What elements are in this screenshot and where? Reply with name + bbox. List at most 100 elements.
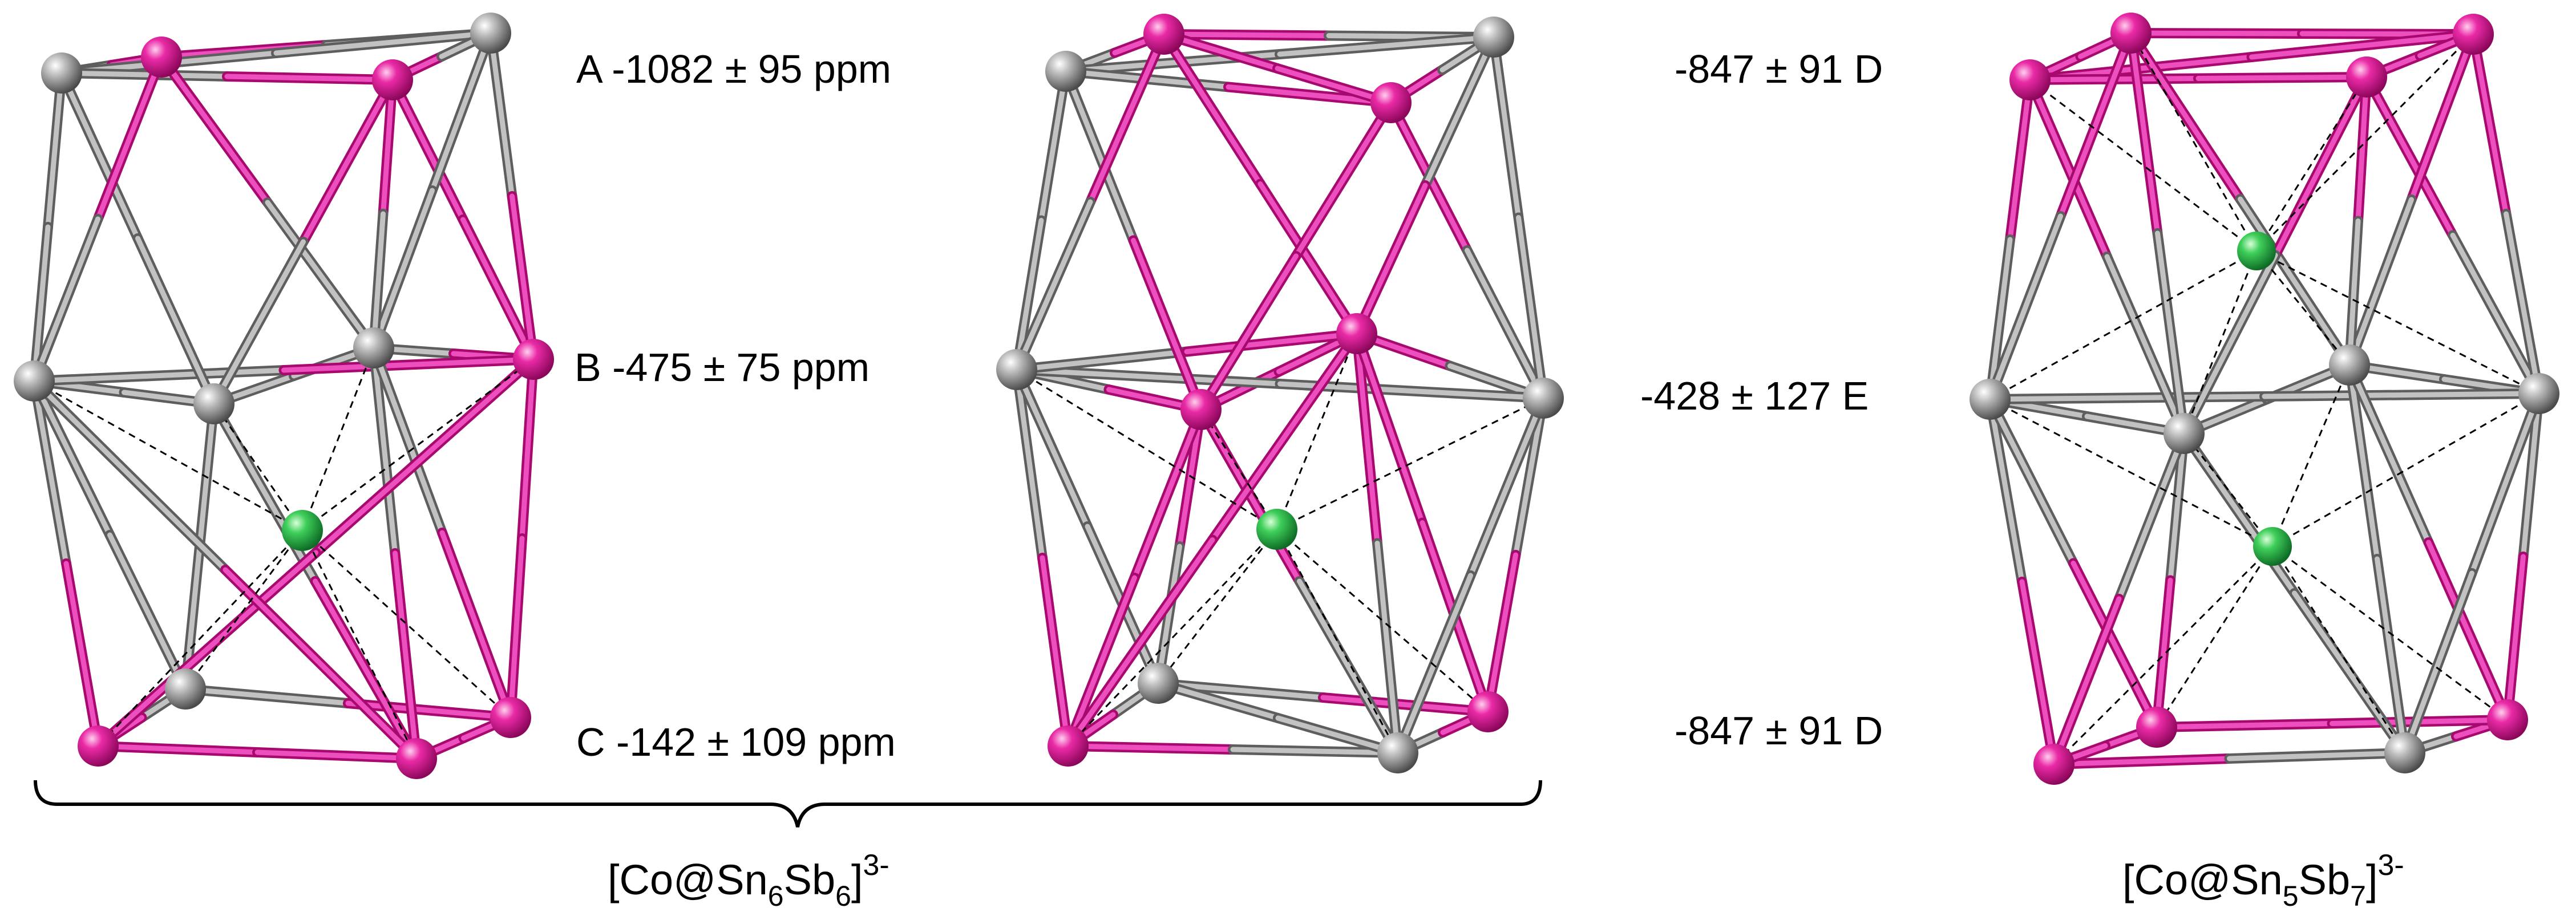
- bond-highlight: [45, 70, 64, 230]
- bond-highlight: [508, 536, 525, 720]
- bond-highlight: [1226, 84, 1394, 106]
- bond-highlight: [265, 200, 377, 351]
- bond-highlight: [1014, 367, 1045, 561]
- sb-atom: [2346, 56, 2387, 98]
- bond-highlight: [393, 550, 419, 761]
- sn-atom: [165, 668, 206, 710]
- bond-highlight: [1210, 331, 1360, 542]
- dashed-contact: [1067, 528, 1278, 747]
- bond-highlight: [1513, 395, 1546, 558]
- co-atom: [1256, 509, 1297, 550]
- bond-highlight: [95, 550, 318, 749]
- bond-highlight: [1987, 237, 2013, 402]
- dashed-contact: [2255, 33, 2474, 252]
- bond-highlight: [59, 70, 140, 241]
- bond-highlight: [1065, 743, 1236, 752]
- bond-highlight: [31, 378, 228, 573]
- sn-atom: [353, 327, 394, 368]
- dashed-contact: [1989, 250, 2257, 400]
- bond-highlight: [371, 345, 398, 556]
- bond-highlight: [1465, 248, 1546, 401]
- sn-atom: [2329, 345, 2370, 386]
- bond-highlight: [1491, 34, 1521, 220]
- bond-highlight: [2504, 211, 2542, 396]
- sn-atom: [193, 383, 234, 424]
- sn-atom: [2518, 373, 2559, 414]
- sb-atom: [78, 726, 119, 767]
- bond-highlight: [1468, 395, 1546, 578]
- bond-highlight: [31, 378, 69, 566]
- bond-highlight: [2155, 230, 2187, 436]
- bond-highlight: [2521, 391, 2542, 560]
- bond-highlight: [59, 70, 230, 79]
- sn-atom: [2163, 413, 2205, 454]
- bond-highlight: [1485, 552, 1518, 715]
- sb-atom: [1467, 691, 1509, 732]
- dashed-contact: [1989, 398, 2273, 548]
- bond-highlight: [1354, 183, 1428, 337]
- bond-highlight: [1277, 34, 1497, 57]
- bond-highlight: [439, 530, 513, 720]
- bond-highlight: [31, 378, 112, 538]
- bond-highlight: [1516, 215, 1546, 401]
- bond-highlight: [2007, 77, 2033, 242]
- dashed-contact: [184, 530, 304, 690]
- bond-highlight: [1131, 238, 1204, 412]
- dashed-contact: [1276, 528, 1489, 713]
- dashed-contact: [2256, 250, 2539, 395]
- sn-atom: [996, 349, 1037, 390]
- bond-highlight: [2375, 556, 2408, 756]
- bond-highlight: [1987, 394, 2267, 402]
- sn-atom: [14, 360, 55, 402]
- dashed-contact: [301, 347, 375, 531]
- bond-highlight: [2051, 596, 2122, 767]
- bond-highlight: [2128, 30, 2160, 236]
- bond-highlight: [2181, 253, 2278, 436]
- bond-highlight: [2409, 31, 2476, 202]
- bond-highlight: [2104, 254, 2187, 436]
- dashed-contact: [2053, 545, 2274, 765]
- bond-highlight: [1198, 253, 1299, 412]
- dashed-contact: [2130, 33, 2258, 252]
- bond-highlight: [1987, 396, 2076, 566]
- dashed-contact: [34, 380, 303, 532]
- bond-highlight: [509, 193, 536, 362]
- dashed-contact: [1157, 529, 1278, 684]
- bond-highlight: [1155, 544, 1182, 686]
- dashed-contact: [2271, 546, 2406, 753]
- bond-highlight: [430, 30, 494, 193]
- bond-highlight: [2058, 30, 2134, 219]
- bond-highlight: [2426, 540, 2510, 723]
- bond-layer: [1985, 28, 2544, 769]
- bond-highlight: [301, 77, 395, 245]
- dashed-co-contacts: [1989, 33, 2539, 765]
- co-atom: [282, 510, 323, 551]
- sb-atom: [2033, 744, 2074, 785]
- dashed-contact: [1276, 397, 1544, 530]
- bond-highlight: [2128, 30, 2305, 37]
- bond-highlight: [1275, 715, 1401, 756]
- sb-atom: [1143, 14, 1184, 55]
- bond-highlight: [2347, 362, 2380, 562]
- bond-highlight: [107, 532, 188, 692]
- bond-highlight: [371, 211, 386, 351]
- sn-atom: [1377, 732, 1418, 773]
- bond-highlight: [159, 54, 270, 205]
- dashed-contact: [2255, 250, 2351, 366]
- bond-highlight: [211, 239, 306, 407]
- dashed-contact: [97, 529, 304, 747]
- grouping-brace: [34, 780, 1542, 828]
- dashed-contact: [2272, 545, 2508, 721]
- bond-highlight: [2470, 31, 2509, 217]
- bond-highlight: [1065, 537, 1215, 749]
- sn-atom: [41, 52, 82, 94]
- bond-highlight: [2238, 196, 2352, 368]
- bond-highlight: [2154, 578, 2173, 730]
- bond-highlight: [1198, 407, 1302, 584]
- sb-atom: [2453, 14, 2494, 55]
- dashed-contact: [301, 529, 512, 719]
- bond-highlight: [1987, 396, 2025, 585]
- bond-highlight: [2469, 391, 2542, 576]
- bond-highlight: [95, 54, 164, 222]
